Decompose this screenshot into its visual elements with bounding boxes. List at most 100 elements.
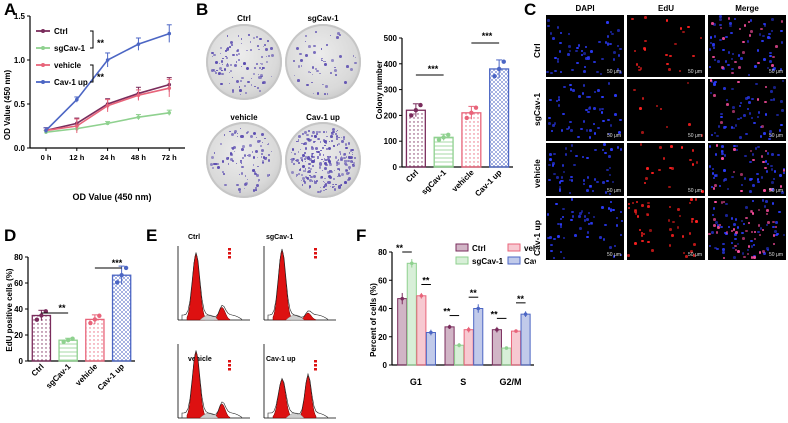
- colony: [255, 137, 257, 139]
- colony: [227, 163, 230, 165]
- dapi-nucleus: [727, 225, 731, 229]
- colony: [326, 147, 328, 150]
- colony: [343, 138, 345, 141]
- edu-nucleus: [732, 170, 736, 174]
- dapi-nucleus: [567, 126, 571, 129]
- dapi-nucleus: [611, 32, 614, 36]
- colony: [310, 146, 314, 150]
- colony: [329, 140, 331, 142]
- edu-nucleus: [767, 221, 770, 224]
- dapi-nucleus: [575, 154, 578, 158]
- dapi-nucleus: [590, 222, 593, 226]
- edu-nucleus: [750, 256, 754, 259]
- dapi-nucleus: [583, 65, 587, 69]
- colony: [300, 65, 303, 68]
- colony: [261, 67, 264, 70]
- dapi-nucleus: [739, 116, 743, 120]
- colony: [339, 169, 341, 171]
- edu-nucleus: [722, 256, 726, 260]
- colony: [295, 159, 297, 162]
- colony: [258, 48, 260, 51]
- dapi-nucleus: [587, 110, 590, 114]
- flow-s-phase-3: [285, 412, 305, 419]
- dapi-nucleus: [761, 199, 765, 202]
- colony: [235, 163, 237, 165]
- colony: [253, 171, 257, 174]
- scale-bar: 50 μm: [769, 252, 783, 258]
- dapi-nucleus: [592, 122, 596, 126]
- scale-bar: 50 μm: [607, 69, 621, 75]
- dapi-nucleus: [549, 98, 552, 102]
- dapi-nucleus: [608, 166, 612, 170]
- colony: [318, 131, 321, 134]
- colony: [245, 67, 249, 71]
- colony: [229, 152, 233, 155]
- colony: [337, 167, 340, 171]
- colony: [325, 143, 328, 145]
- dapi-nucleus: [769, 51, 772, 55]
- colony: [346, 65, 349, 68]
- edu-nucleus: [668, 185, 671, 189]
- dapi-nucleus: [567, 32, 571, 36]
- dapi-nucleus: [746, 248, 750, 252]
- panel-f-bar-0-3: [425, 332, 436, 366]
- dapi-nucleus: [609, 200, 613, 204]
- panel-a-legend-label-2: vehicle: [54, 61, 82, 70]
- edu-nucleus: [774, 225, 778, 229]
- dapi-nucleus: [576, 46, 579, 50]
- colony: [230, 43, 234, 47]
- colony: [236, 184, 239, 187]
- colony: [240, 66, 242, 68]
- panel-a-plot: 0.0 0.5 1.0 1.5 0 h 12 h 24 h 48 h 72 h Ctrl sgCav…: [14, 12, 185, 162]
- dapi-nucleus: [598, 40, 601, 44]
- colony: [330, 132, 333, 135]
- panel-d-dot-0-2: [43, 309, 49, 314]
- panel-b-dot-0-1: [413, 108, 419, 113]
- dapi-nucleus: [735, 148, 739, 152]
- dapi-nucleus: [558, 181, 562, 184]
- colony: [341, 136, 343, 138]
- colony: [261, 160, 265, 163]
- edu-nucleus: [747, 20, 751, 24]
- edu-nucleus: [747, 245, 751, 248]
- colony: [214, 72, 217, 75]
- colony: [218, 62, 220, 65]
- dapi-nucleus: [550, 243, 553, 247]
- panel-b-bar-2: [461, 112, 482, 168]
- flow-g2-peak-0: [213, 307, 231, 321]
- dapi-nucleus: [562, 236, 566, 240]
- edu-nucleus: [760, 27, 763, 31]
- dapi-nucleus: [577, 135, 580, 139]
- colony: [332, 183, 335, 186]
- panel-a-ytick-label-0: 0.0: [14, 144, 26, 153]
- panel-d-ytick-label-2: 40: [14, 305, 23, 314]
- dapi-nucleus: [766, 247, 769, 250]
- colony: [246, 178, 248, 180]
- dapi-nucleus: [717, 60, 720, 63]
- edu-nucleus: [690, 198, 693, 201]
- scale-bar: 50 μm: [607, 188, 621, 194]
- panel-d-dot-3-0: [114, 280, 120, 285]
- dapi-nucleus: [598, 108, 602, 111]
- dapi-nucleus: [553, 237, 556, 241]
- dapi-nucleus: [549, 32, 553, 35]
- colony: [256, 184, 260, 187]
- colony: [230, 63, 233, 67]
- colony: [329, 176, 333, 180]
- edu-nucleus: [627, 202, 631, 205]
- colony: [296, 47, 300, 51]
- dapi-nucleus: [556, 60, 560, 63]
- colony: [321, 59, 323, 62]
- panel-a-sig-1: **: [97, 38, 105, 48]
- dapi-nucleus: [723, 126, 726, 129]
- dapi-nucleus: [739, 136, 742, 139]
- colony: [325, 158, 327, 161]
- panel-a-point-1-2: [105, 121, 110, 126]
- dapi-nucleus: [593, 132, 597, 135]
- edu-nucleus: [713, 218, 716, 221]
- edu-nucleus: [627, 254, 630, 257]
- dapi-nucleus: [586, 156, 589, 160]
- colony: [297, 140, 300, 142]
- dapi-nucleus: [609, 207, 613, 211]
- edu-nucleus: [681, 235, 685, 238]
